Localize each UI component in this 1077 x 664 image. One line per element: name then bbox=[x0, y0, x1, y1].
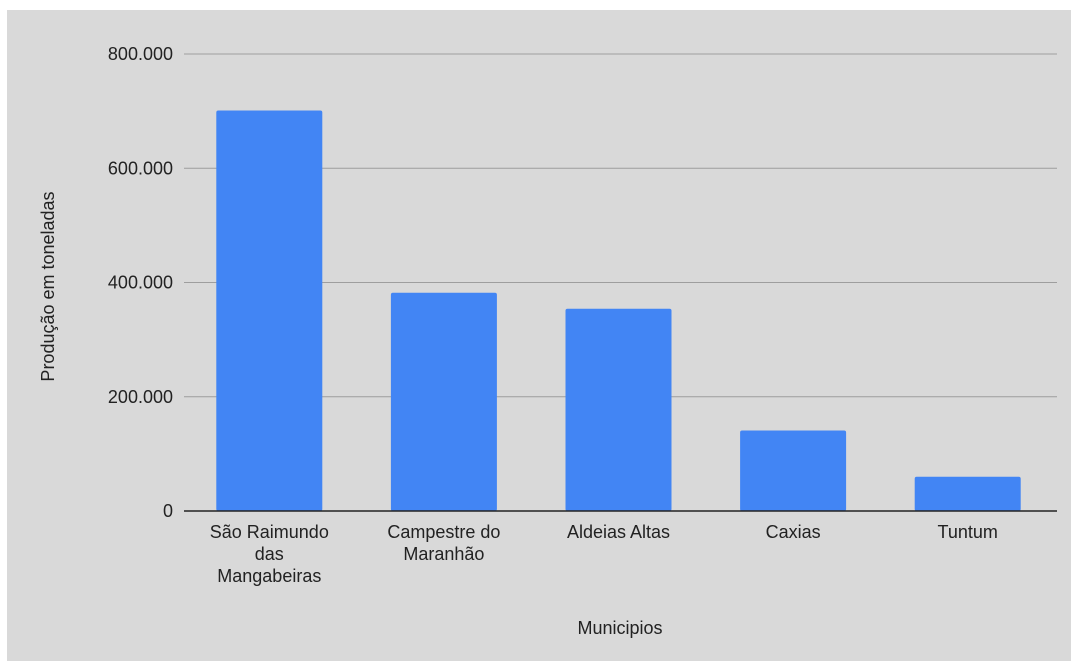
bar bbox=[740, 430, 847, 511]
x-category-label-line: Campestre do bbox=[387, 522, 500, 542]
x-category-label: Caxias bbox=[766, 522, 821, 542]
x-category-label: Aldeias Altas bbox=[567, 522, 670, 542]
y-tick-label: 400.000 bbox=[108, 273, 173, 293]
x-category-label: Campestre do Maranhão bbox=[387, 522, 500, 564]
x-category-label-line: das bbox=[255, 544, 284, 564]
x-category-label-line: Caxias bbox=[766, 522, 821, 542]
x-category-label: Tuntum bbox=[938, 522, 998, 542]
y-tick-label: 200.000 bbox=[108, 387, 173, 407]
x-category-label-line: Maranhão bbox=[403, 544, 484, 564]
y-tick-label: 800.000 bbox=[108, 44, 173, 64]
y-tick-label: 0 bbox=[163, 501, 173, 521]
x-category-label-line: Tuntum bbox=[938, 522, 998, 542]
bar bbox=[216, 110, 323, 512]
y-axis-title: Produção em toneladas bbox=[38, 191, 58, 381]
bars bbox=[216, 110, 1021, 512]
bar bbox=[390, 292, 497, 511]
x-category-label: São Raimundo das Mangabeiras bbox=[210, 522, 329, 586]
y-axis-ticks: 0 200.000 400.000 600.000 800.000 bbox=[108, 44, 173, 521]
y-tick-label: 600.000 bbox=[108, 158, 173, 178]
bar-chart: 0 200.000 400.000 600.000 800.000 São Raimun… bbox=[38, 44, 1057, 638]
bar bbox=[914, 476, 1021, 511]
chart-area: 0 200.000 400.000 600.000 800.000 São Raimun… bbox=[7, 10, 1071, 661]
bar bbox=[565, 308, 672, 511]
x-axis-title: Municipios bbox=[577, 618, 662, 638]
x-category-label-line: São Raimundo bbox=[210, 522, 329, 542]
x-category-label-line: Aldeias Altas bbox=[567, 522, 670, 542]
x-category-label-line: Mangabeiras bbox=[217, 566, 321, 586]
